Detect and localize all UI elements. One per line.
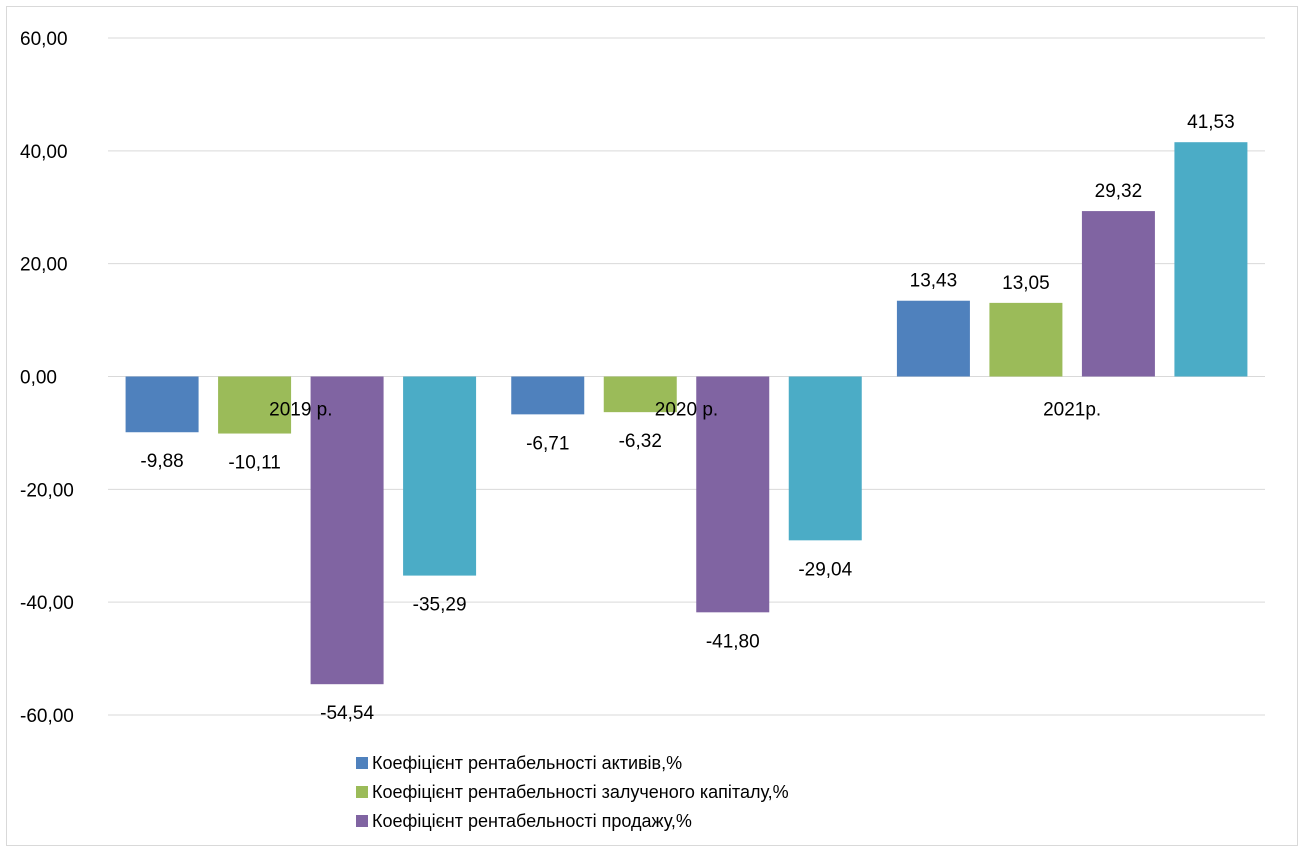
data-label: -29,04 [798,559,852,580]
category-label: 2021р. [1043,400,1101,421]
data-label: 13,43 [910,271,958,292]
data-label: -6,71 [526,433,569,454]
legend-swatch [356,786,368,798]
category-label: 2019 р. [269,400,332,421]
legend-swatch [356,757,368,769]
data-label: 29,32 [1095,181,1143,202]
y-tick-label: -40,00 [20,593,74,614]
bar [403,376,477,576]
category-labels: 2019 р. 2020 р. 2021р. [269,400,1101,421]
legend-label: Коефіцієнт рентабельності активів,% [372,753,682,773]
bar [696,376,770,613]
bar [788,376,862,541]
legend-swatch [356,815,368,827]
bar [125,376,199,433]
data-label: -35,29 [413,595,467,616]
bar [310,376,384,685]
bar [218,376,292,434]
y-tick-label: 60,00 [20,29,68,50]
legend-label: Коефіцієнт рентабельності залученого кап… [372,782,789,802]
bar [1174,142,1248,377]
y-tick-label: -20,00 [20,480,74,501]
category-label: 2020 р. [655,400,718,421]
y-tick-label: -60,00 [20,706,74,727]
bar [603,376,677,413]
bars [125,142,1248,685]
data-label: -9,88 [140,451,183,472]
bar [896,300,970,377]
legend: Коефіцієнт рентабельності активів,% Коефі… [356,753,789,831]
data-label: 13,05 [1002,273,1050,294]
bar [989,302,1063,377]
data-label: -41,80 [706,631,760,652]
bar [1081,211,1155,377]
data-label: -6,32 [619,431,662,452]
y-tick-label: 0,00 [20,368,57,389]
y-axis-tick-labels: 60,00 40,00 20,00 0,00 -20,00 -40,00 -60,00 [20,29,74,727]
gridlines [108,37,1265,716]
data-label: -10,11 [228,453,280,474]
bar [511,376,585,415]
data-label: 41,53 [1187,112,1235,133]
data-label: -54,54 [320,703,374,724]
data-labels: -9,88 -10,11 -54,54 -35,29 -6,71 -6,32 -41,80 -… [140,112,1234,724]
legend-label: Коефіцієнт рентабельності продажу,% [372,811,692,831]
y-tick-label: 20,00 [20,255,68,276]
y-tick-label: 40,00 [20,142,68,163]
